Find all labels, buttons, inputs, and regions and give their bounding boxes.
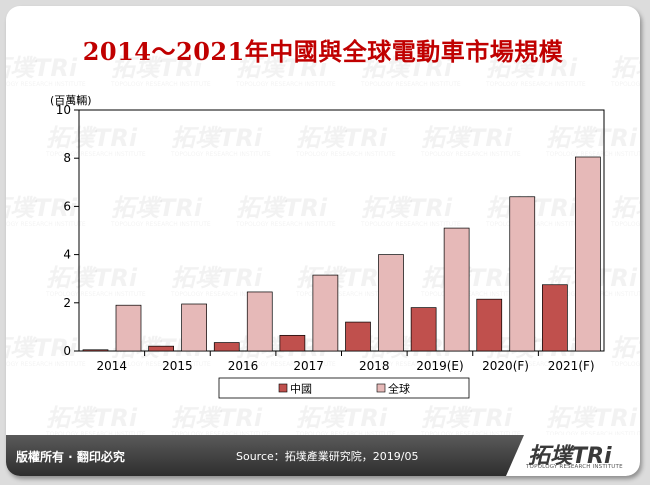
chart-bars (82, 156, 601, 352)
copyright-text: 版權所有 · 翻印必究 (16, 450, 125, 464)
bar-chart: (百萬輛) 0 2 4 6 8 10 2014 2015 2016 2017 2018 2019(E)… (50, 93, 605, 399)
x-tick-label: 2017 (293, 359, 324, 373)
x-tick-label: 2019(E) (416, 359, 463, 373)
bar-global (509, 196, 536, 352)
bar-china (148, 345, 174, 352)
y-tick-label: 2 (63, 296, 71, 310)
logo-text: 拓墣TRi (528, 444, 612, 469)
chart-title: 2014～2021年中國與全球電動車市場規模 (82, 37, 564, 66)
logo-panel (506, 435, 640, 476)
bar-china (476, 298, 503, 352)
bar-global (246, 291, 273, 352)
y-unit-label: (百萬輛) (50, 93, 92, 107)
bar-global (181, 303, 207, 352)
bar-china (213, 342, 240, 352)
y-tick-label: 10 (56, 103, 71, 117)
chart-axes: 0 2 4 6 8 10 2014 2015 2016 2017 2018 2019(E) 2020(F… (56, 103, 605, 373)
y-tick-label: 6 (63, 199, 71, 213)
bar-china (410, 307, 437, 352)
y-tick-label: 4 (63, 248, 71, 262)
x-tick-label: 2021(F) (548, 359, 595, 373)
legend-box (218, 377, 470, 399)
bar-global (312, 274, 339, 352)
source-text: Source：拓墣產業研究院，2019/05 (236, 450, 419, 463)
bar-china (82, 349, 109, 352)
y-tick-label: 0 (63, 344, 71, 358)
logo-subtitle: TOPOLOGY RESEARCH INSTITUTE (526, 464, 623, 470)
bar-global (443, 227, 470, 352)
x-tick-label: 2015 (162, 359, 193, 373)
bar-global (575, 156, 601, 352)
legend-label-global: 全球 (388, 382, 410, 396)
x-tick-label: 2018 (359, 359, 390, 373)
bar-china (345, 321, 371, 352)
bar-china (279, 334, 306, 352)
legend-swatch-global (376, 383, 386, 393)
bar-global (378, 254, 404, 352)
legend-swatch-china (278, 383, 288, 393)
x-tick-label: 2014 (97, 359, 128, 373)
x-tick-label: 2016 (228, 359, 259, 373)
legend-label-china: 中國 (290, 383, 312, 396)
bar-china (542, 284, 568, 352)
x-tick-label: 2020(F) (482, 359, 529, 373)
y-tick-label: 8 (63, 151, 71, 165)
bar-global (115, 304, 142, 352)
chart-legend: 中國 全球 (218, 377, 470, 399)
